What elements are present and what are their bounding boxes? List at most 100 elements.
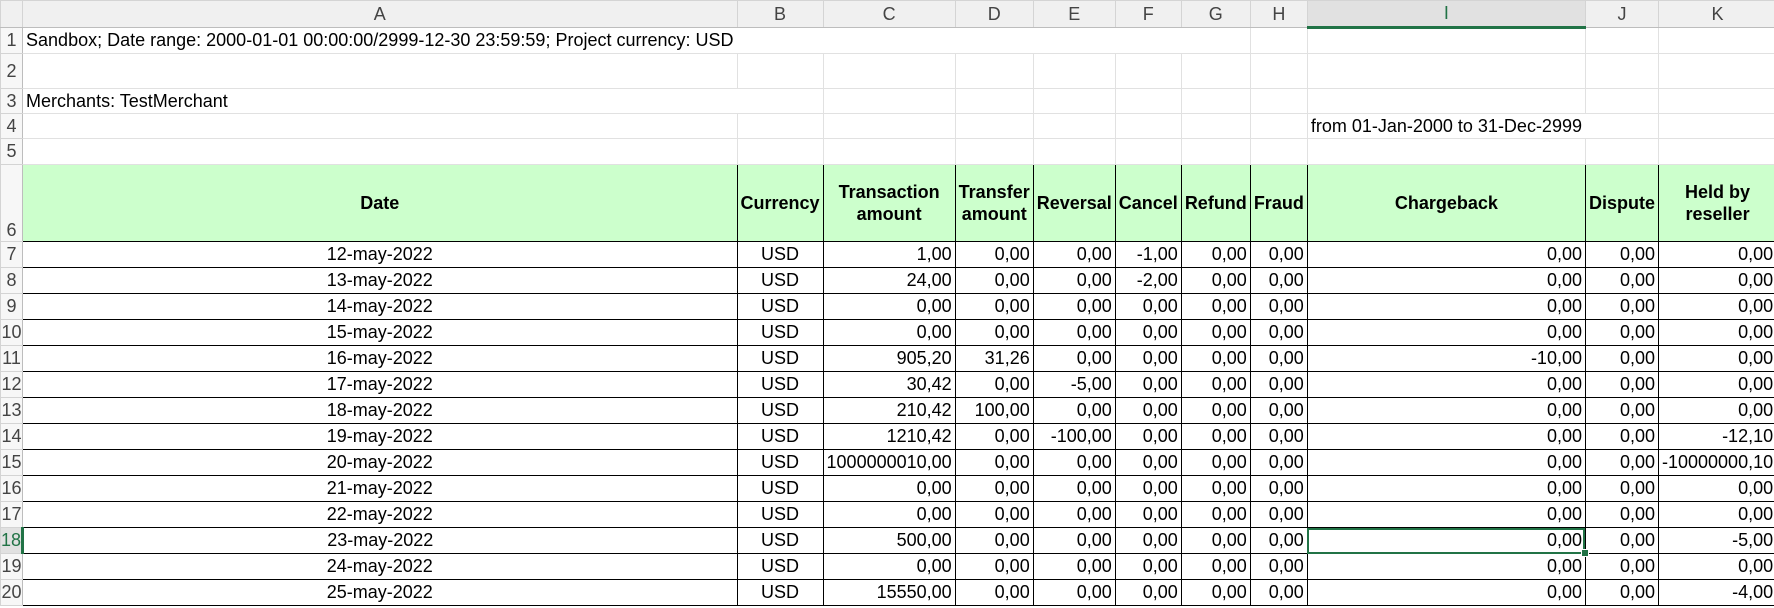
cell[interactable] [1114,113,1182,139]
cell[interactable] [736,88,824,114]
table-cell[interactable]: 0,00 [1306,501,1586,528]
table-cell[interactable]: 0,00 [1032,527,1116,554]
column-title[interactable]: Chargeback [1306,164,1586,242]
cell[interactable] [1032,138,1116,165]
table-cell[interactable]: 0,00 [1306,449,1586,476]
table-cell[interactable]: USD [736,527,824,554]
row-header-18[interactable]: 18 [0,527,25,554]
table-cell[interactable]: 0,00 [1584,449,1660,476]
cell[interactable] [22,138,738,165]
row-header-4[interactable]: 4 [0,113,24,139]
row-header-11[interactable]: 11 [0,345,24,372]
table-cell[interactable]: 0,00 [1306,423,1586,450]
table-cell[interactable]: 0,00 [1114,449,1182,476]
table-cell[interactable]: 0,00 [1249,501,1308,528]
table-cell[interactable]: 0,00 [1114,553,1182,580]
table-cell[interactable]: USD [736,475,824,502]
table-cell[interactable]: 0,00 [1657,345,1774,372]
table-cell[interactable]: -1,00 [1114,241,1182,268]
table-cell[interactable]: 0,00 [1180,553,1251,580]
table-cell[interactable]: 0,00 [1249,267,1308,294]
column-title[interactable]: Date [22,164,738,242]
row-header-16[interactable]: 16 [0,475,24,502]
column-title[interactable]: Reversal [1032,164,1116,242]
table-cell[interactable]: 0,00 [1249,241,1308,268]
row-header-15[interactable]: 15 [0,449,24,476]
table-cell[interactable]: USD [736,579,824,606]
row-header-17[interactable]: 17 [0,501,24,528]
table-cell[interactable]: 0,00 [1584,527,1660,554]
table-cell[interactable]: 0,00 [1249,449,1308,476]
table-cell[interactable]: 0,00 [1249,319,1308,346]
table-cell[interactable]: 0,00 [1306,475,1586,502]
table-cell[interactable]: 0,00 [1249,579,1308,606]
select-all-button[interactable] [0,0,24,28]
cell[interactable] [22,113,738,139]
table-cell[interactable]: 0,00 [1114,397,1182,424]
cell[interactable] [954,53,1034,89]
table-cell[interactable]: 14-may-2022 [22,293,738,320]
column-title[interactable]: Transaction amount [822,164,956,242]
table-cell[interactable]: USD [736,501,824,528]
column-header-i[interactable]: I [1306,0,1586,29]
cell[interactable] [954,113,1034,139]
cell[interactable] [1306,88,1586,114]
table-cell[interactable]: 0,00 [1180,423,1251,450]
cell[interactable] [1306,27,1586,54]
table-cell[interactable]: 0,00 [1584,579,1660,606]
table-cell[interactable]: 0,00 [1584,267,1660,294]
column-title[interactable]: Fraud [1249,164,1308,242]
row-header-5[interactable]: 5 [0,138,24,165]
table-cell[interactable]: 0,00 [1657,319,1774,346]
table-cell[interactable]: 0,00 [1657,553,1774,580]
table-cell[interactable]: 0,00 [1584,371,1660,398]
table-cell[interactable]: 0,00 [1584,319,1660,346]
row-header-14[interactable]: 14 [0,423,24,450]
column-header-c[interactable]: C [822,0,956,28]
cell[interactable] [1180,138,1251,165]
table-cell[interactable]: 0,00 [1114,371,1182,398]
table-cell[interactable]: 0,00 [1114,527,1182,554]
table-cell[interactable]: 0,00 [1657,501,1774,528]
table-cell[interactable]: USD [736,267,824,294]
selected-cell[interactable]: 0,00 [1306,527,1590,558]
table-cell[interactable]: 0,00 [1032,319,1116,346]
table-cell[interactable]: 0,00 [1584,423,1660,450]
table-cell[interactable]: 0,00 [1114,579,1182,606]
table-cell[interactable]: 0,00 [822,501,956,528]
table-cell[interactable]: USD [736,397,824,424]
table-cell[interactable]: 0,00 [1657,475,1774,502]
table-cell[interactable]: 0,00 [1249,293,1308,320]
table-cell[interactable]: 0,00 [1249,553,1308,580]
cell[interactable] [1114,88,1182,114]
table-cell[interactable]: 0,00 [1114,293,1182,320]
period-line[interactable]: from 01-Jan-2000 to 31-Dec-2999 [1306,113,1586,139]
cell[interactable] [1032,88,1116,114]
row-header-1[interactable]: 1 [0,27,24,54]
cell[interactable] [1306,53,1586,89]
cell[interactable] [822,138,956,165]
cell[interactable] [1584,88,1660,114]
cell[interactable] [822,88,956,114]
cell[interactable] [1114,53,1182,89]
table-cell[interactable]: 15-may-2022 [22,319,738,346]
table-cell[interactable]: 0,00 [1249,475,1308,502]
cell[interactable] [1249,53,1308,89]
row-header-2[interactable]: 2 [0,53,24,89]
row-header-7[interactable]: 7 [0,241,24,268]
cell[interactable] [954,27,1034,54]
table-cell[interactable]: 0,00 [1657,267,1774,294]
merchants-line[interactable]: Merchants: TestMerchant [22,88,737,114]
table-cell[interactable]: 0,00 [1114,319,1182,346]
table-cell[interactable]: 0,00 [1306,293,1586,320]
table-cell[interactable]: 0,00 [1180,371,1251,398]
column-header-b[interactable]: B [736,0,824,28]
column-title[interactable]: Refund [1180,164,1251,242]
table-cell[interactable]: 0,00 [954,319,1034,346]
row-header-3[interactable]: 3 [0,88,24,114]
table-cell[interactable]: 0,00 [1180,345,1251,372]
row-header-10[interactable]: 10 [0,319,24,346]
table-cell[interactable]: 0,00 [1306,319,1586,346]
column-title[interactable]: Currency [736,164,824,242]
table-cell[interactable]: 0,00 [1032,267,1116,294]
